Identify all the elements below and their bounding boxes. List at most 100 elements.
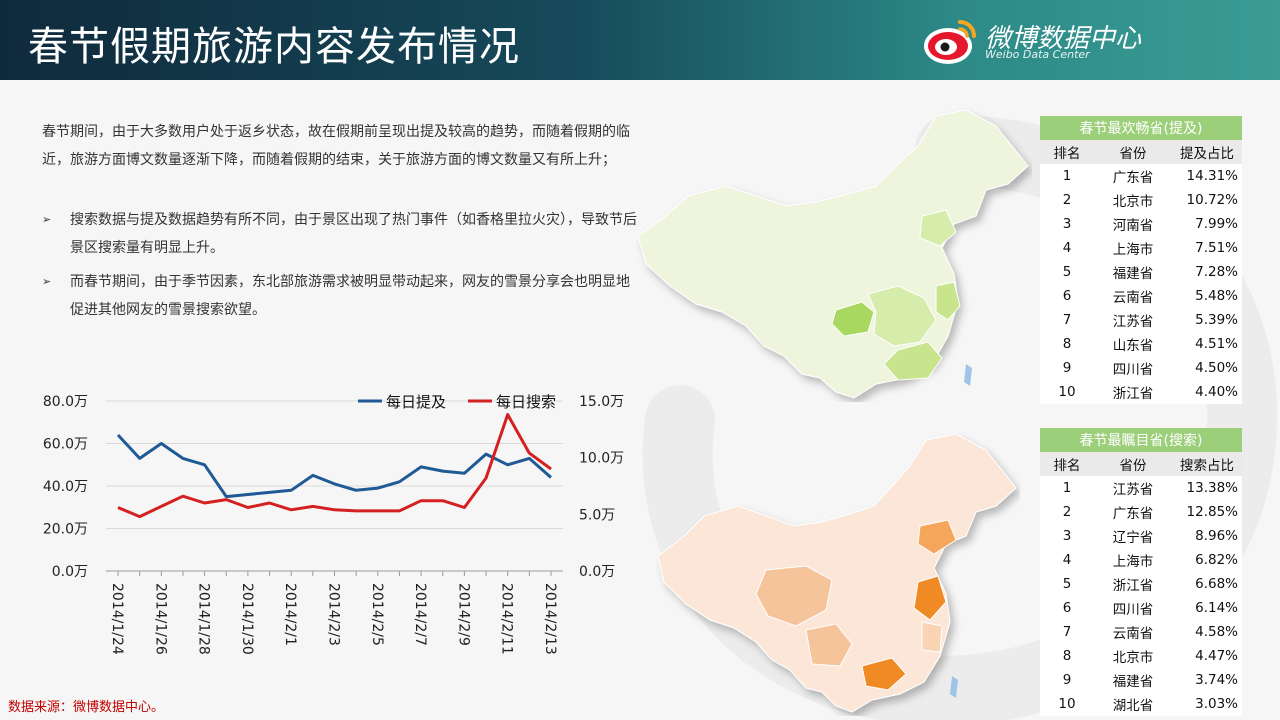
province-cell: 福建省 [1094,668,1172,692]
province-cell: 北京市 [1094,188,1172,212]
x-tick-label: 2014/2/5 [369,583,385,646]
map-region-mid [935,281,961,321]
bullet-text: 而春节期间，由于季节因素，东北部旅游需求被明显带动起来，网友的雪景分享会也明显地… [70,274,630,318]
x-tick-label: 2014/1/24 [109,583,125,655]
x-tick-label: 2014/2/1 [282,583,298,646]
share-cell: 12.85% [1172,500,1242,524]
taiwan-shape [964,364,972,386]
map-region-mid [921,621,943,653]
rank-cell: 10 [1040,380,1094,404]
share-cell: 4.58% [1172,620,1242,644]
table-row: 8 北京市 4.47% [1040,644,1242,668]
china-map-mentions [637,109,1029,399]
share-cell: 6.14% [1172,596,1242,620]
brand-name-en: Weibo Data Center [985,48,1090,61]
rank-cell: 8 [1040,332,1094,356]
rank-cell: 1 [1040,164,1094,188]
map-region-mid [805,623,853,667]
rank-cell: 4 [1040,548,1094,572]
map-region-high [861,657,907,691]
rank-cell: 9 [1040,356,1094,380]
map-region-high [917,519,957,555]
province-cell: 浙江省 [1094,380,1172,404]
share-cell: 5.39% [1172,308,1242,332]
x-tick-label: 2014/2/11 [499,583,515,655]
table-caption: 春节最欢畅省(提及) [1040,116,1242,140]
share-cell: 7.99% [1172,212,1242,236]
china-map-searches [657,433,1017,713]
province-cell: 四川省 [1094,596,1172,620]
page-title: 春节假期旅游内容发布情况 [28,24,520,70]
column-header: 省份 [1094,140,1172,164]
table-row: 4 上海市 7.51% [1040,236,1242,260]
table-caption: 春节最瞩目省(搜索) [1040,428,1242,452]
column-header: 省份 [1094,452,1172,476]
share-cell: 10.72% [1172,188,1242,212]
province-cell: 上海市 [1094,548,1172,572]
table-row: 4 上海市 6.82% [1040,548,1242,572]
table-row: 5 福建省 7.28% [1040,260,1242,284]
rank-cell: 8 [1040,644,1094,668]
table-row: 10 湖北省 3.03% [1040,692,1242,716]
province-cell: 广东省 [1094,500,1172,524]
share-cell: 3.74% [1172,668,1242,692]
province-cell: 上海市 [1094,236,1172,260]
table-row: 2 广东省 12.85% [1040,500,1242,524]
y-right-tick-label: 10.0万 [579,451,624,467]
rank-cell: 1 [1040,476,1094,500]
rank-cell: 3 [1040,524,1094,548]
province-cell: 云南省 [1094,620,1172,644]
province-cell: 浙江省 [1094,572,1172,596]
x-tick-label: 2014/2/3 [326,583,342,646]
table-row: 5 浙江省 6.68% [1040,572,1242,596]
mention-ranking-table: 春节最欢畅省(提及) 排名 省份 提及占比 1 广东省 14.31% 2 北京市 10.7… [1040,116,1242,404]
x-tick-label: 2014/2/9 [455,583,471,646]
share-cell: 3.03% [1172,692,1242,716]
column-header: 搜索占比 [1172,452,1242,476]
legend-label: 每日搜索 [496,393,556,411]
x-axis: 2014/1/24 2014/1/26 2014/1/28 2014/1/30 2014… [106,570,563,655]
taiwan-shape [950,676,958,698]
chart-legend: 每日提及 每日搜索 [358,393,556,411]
bullet-arrow-icon: ➢ [42,275,52,288]
share-cell: 5.48% [1172,284,1242,308]
brand-name: 微博数据中心 [985,24,1142,54]
table-row: 1 广东省 14.31% [1040,164,1242,188]
province-cell: 北京市 [1094,644,1172,668]
province-cell: 云南省 [1094,284,1172,308]
rank-cell: 7 [1040,308,1094,332]
share-cell: 4.51% [1172,332,1242,356]
series-line-search [117,413,552,519]
bullet-arrow-icon: ➢ [42,213,52,226]
province-cell: 河南省 [1094,212,1172,236]
table-row: 1 江苏省 13.38% [1040,476,1242,500]
province-cell: 湖北省 [1094,692,1172,716]
legend-label: 每日提及 [386,393,446,411]
province-cell: 辽宁省 [1094,524,1172,548]
share-cell: 13.38% [1172,476,1242,500]
share-cell: 14.31% [1172,164,1242,188]
y-left-tick-label: 20.0万 [43,522,88,538]
y-left-tick-label: 40.0万 [43,479,88,495]
table-row: 6 云南省 5.48% [1040,284,1242,308]
search-ranking-table: 春节最瞩目省(搜索) 排名 省份 搜索占比 1 江苏省 13.38% 2 广东省 12.8… [1040,428,1242,716]
y-axis-right: 0.0万 5.0万 10.0万 15.0万 [579,394,624,580]
chart-grid [106,400,563,572]
y-right-tick-label: 5.0万 [579,507,615,523]
map-region-mid [755,565,833,627]
x-tick-label: 2014/2/7 [412,583,428,646]
share-cell: 7.51% [1172,236,1242,260]
map-region-high [913,575,947,621]
table-row: 2 北京市 10.72% [1040,188,1242,212]
share-cell: 8.96% [1172,524,1242,548]
province-cell: 山东省 [1094,332,1172,356]
rank-cell: 5 [1040,572,1094,596]
share-cell: 4.50% [1172,356,1242,380]
bullet-item: ➢ 搜索数据与提及数据趋势有所不同，由于景区出现了热门事件（如香格里拉火灾），导… [42,206,642,262]
map-outline [637,109,1029,399]
bullet-item: ➢ 而春节期间，由于季节因素，东北部旅游需求被明显带动起来，网友的雪景分享会也明… [42,268,642,324]
mention-search-line-chart: 0.0万 20.0万 40.0万 60.0万 80.0万 0.0万 5.0万 10.0万 15… [43,393,624,655]
y-left-tick-label: 60.0万 [43,437,88,453]
x-tick-label: 2014/1/28 [196,583,212,655]
share-cell: 6.68% [1172,572,1242,596]
